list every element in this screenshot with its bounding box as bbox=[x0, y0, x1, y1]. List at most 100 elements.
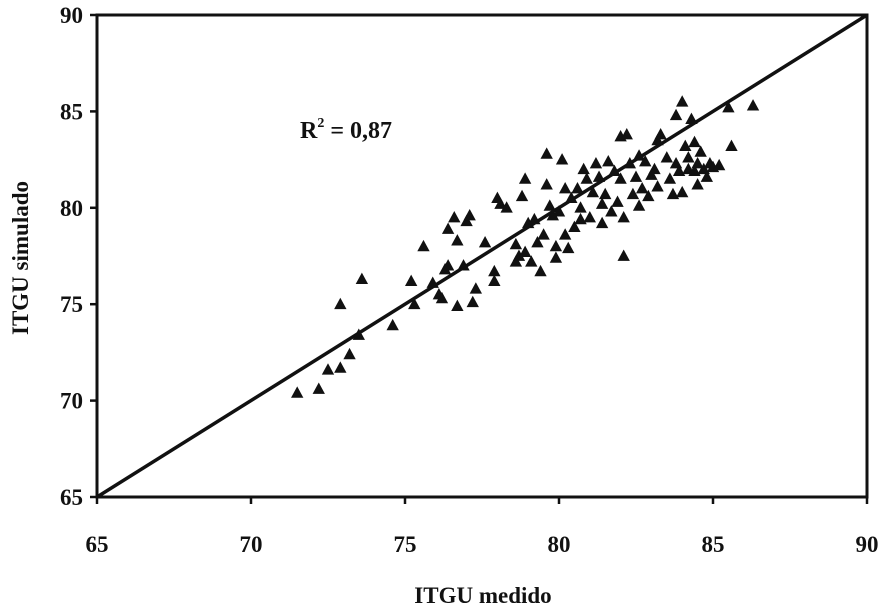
data-point bbox=[617, 249, 630, 261]
y-tick-label: 80 bbox=[60, 196, 83, 221]
data-point bbox=[494, 197, 507, 209]
data-point bbox=[457, 259, 470, 271]
data-point bbox=[626, 187, 640, 200]
data-point bbox=[608, 164, 621, 177]
data-point bbox=[746, 99, 760, 111]
data-points bbox=[291, 95, 760, 398]
data-point bbox=[577, 162, 590, 175]
data-point bbox=[574, 201, 587, 213]
data-point bbox=[460, 214, 473, 227]
data-point bbox=[343, 347, 356, 360]
data-point bbox=[562, 241, 575, 254]
x-tick-label: 75 bbox=[394, 532, 417, 557]
x-tick-label: 85 bbox=[702, 532, 725, 557]
data-point bbox=[355, 272, 369, 285]
data-point bbox=[620, 128, 633, 140]
data-point bbox=[583, 210, 596, 223]
data-point bbox=[408, 297, 421, 310]
data-point bbox=[725, 139, 738, 151]
data-point bbox=[488, 264, 501, 277]
data-point bbox=[639, 155, 652, 167]
data-point bbox=[722, 101, 735, 113]
data-point bbox=[645, 168, 658, 180]
data-point bbox=[549, 251, 563, 263]
data-point bbox=[611, 195, 624, 207]
data-point bbox=[676, 185, 689, 198]
data-point bbox=[605, 205, 618, 217]
data-point bbox=[540, 147, 553, 159]
plot-frame bbox=[95, 13, 869, 499]
data-point bbox=[463, 209, 476, 221]
data-point bbox=[537, 228, 550, 240]
data-point bbox=[654, 128, 667, 140]
data-point bbox=[512, 249, 526, 261]
data-point bbox=[642, 189, 655, 202]
x-tick-label: 80 bbox=[548, 532, 571, 557]
data-point bbox=[441, 222, 455, 234]
data-point bbox=[571, 182, 584, 194]
data-point bbox=[386, 318, 399, 331]
data-point bbox=[334, 297, 347, 310]
data-point bbox=[595, 216, 609, 229]
data-point bbox=[469, 282, 483, 294]
data-point bbox=[334, 361, 347, 373]
data-point bbox=[435, 291, 449, 304]
data-point bbox=[352, 328, 365, 340]
data-point bbox=[580, 172, 593, 184]
y-tick-label: 85 bbox=[60, 99, 83, 124]
x-axis-ticks: 65 70 75 80 85 90 bbox=[86, 497, 879, 557]
data-point bbox=[672, 164, 686, 177]
data-point bbox=[666, 187, 680, 200]
data-point bbox=[568, 220, 581, 232]
data-point bbox=[518, 245, 532, 258]
data-point bbox=[478, 236, 492, 248]
data-point bbox=[629, 170, 643, 182]
data-point bbox=[488, 274, 501, 286]
data-point bbox=[528, 212, 541, 225]
data-point bbox=[509, 255, 523, 267]
data-point bbox=[648, 162, 661, 175]
data-point bbox=[500, 201, 513, 213]
data-point bbox=[531, 236, 544, 248]
data-point bbox=[417, 239, 430, 252]
data-point bbox=[691, 178, 704, 190]
data-point bbox=[679, 139, 692, 151]
data-point bbox=[700, 170, 714, 182]
x-tick-label: 90 bbox=[856, 532, 879, 557]
data-point bbox=[451, 299, 464, 312]
data-point bbox=[694, 145, 707, 157]
data-point bbox=[632, 199, 646, 211]
data-point bbox=[558, 228, 572, 240]
r-squared-value: = 0,87 bbox=[324, 118, 392, 144]
data-point bbox=[543, 199, 556, 211]
data-point bbox=[586, 185, 600, 198]
data-point bbox=[688, 135, 701, 148]
data-point bbox=[599, 187, 612, 200]
data-point bbox=[534, 264, 547, 277]
data-point bbox=[660, 151, 673, 163]
data-point bbox=[549, 239, 563, 252]
data-point bbox=[451, 234, 464, 246]
data-point bbox=[614, 172, 627, 184]
data-point bbox=[321, 363, 335, 375]
r-squared-superscript: 2 bbox=[317, 116, 324, 131]
x-axis-title: ITGU medido bbox=[414, 583, 551, 608]
data-point bbox=[651, 133, 664, 146]
identity-line bbox=[96, 13, 868, 499]
data-point bbox=[404, 274, 418, 286]
data-point bbox=[565, 191, 578, 204]
data-point bbox=[632, 149, 646, 161]
data-point bbox=[312, 382, 325, 394]
data-point bbox=[623, 156, 637, 169]
data-point bbox=[651, 180, 664, 192]
data-point bbox=[518, 172, 532, 184]
y-axis-title: ITGU simulado bbox=[8, 181, 33, 335]
data-point bbox=[688, 164, 701, 177]
data-point bbox=[291, 386, 304, 398]
x-tick-label: 70 bbox=[240, 532, 263, 557]
y-tick-label: 90 bbox=[60, 3, 83, 28]
data-point bbox=[448, 210, 461, 223]
data-point bbox=[540, 178, 553, 190]
data-point bbox=[509, 237, 523, 250]
x-tick-label: 65 bbox=[86, 532, 109, 557]
